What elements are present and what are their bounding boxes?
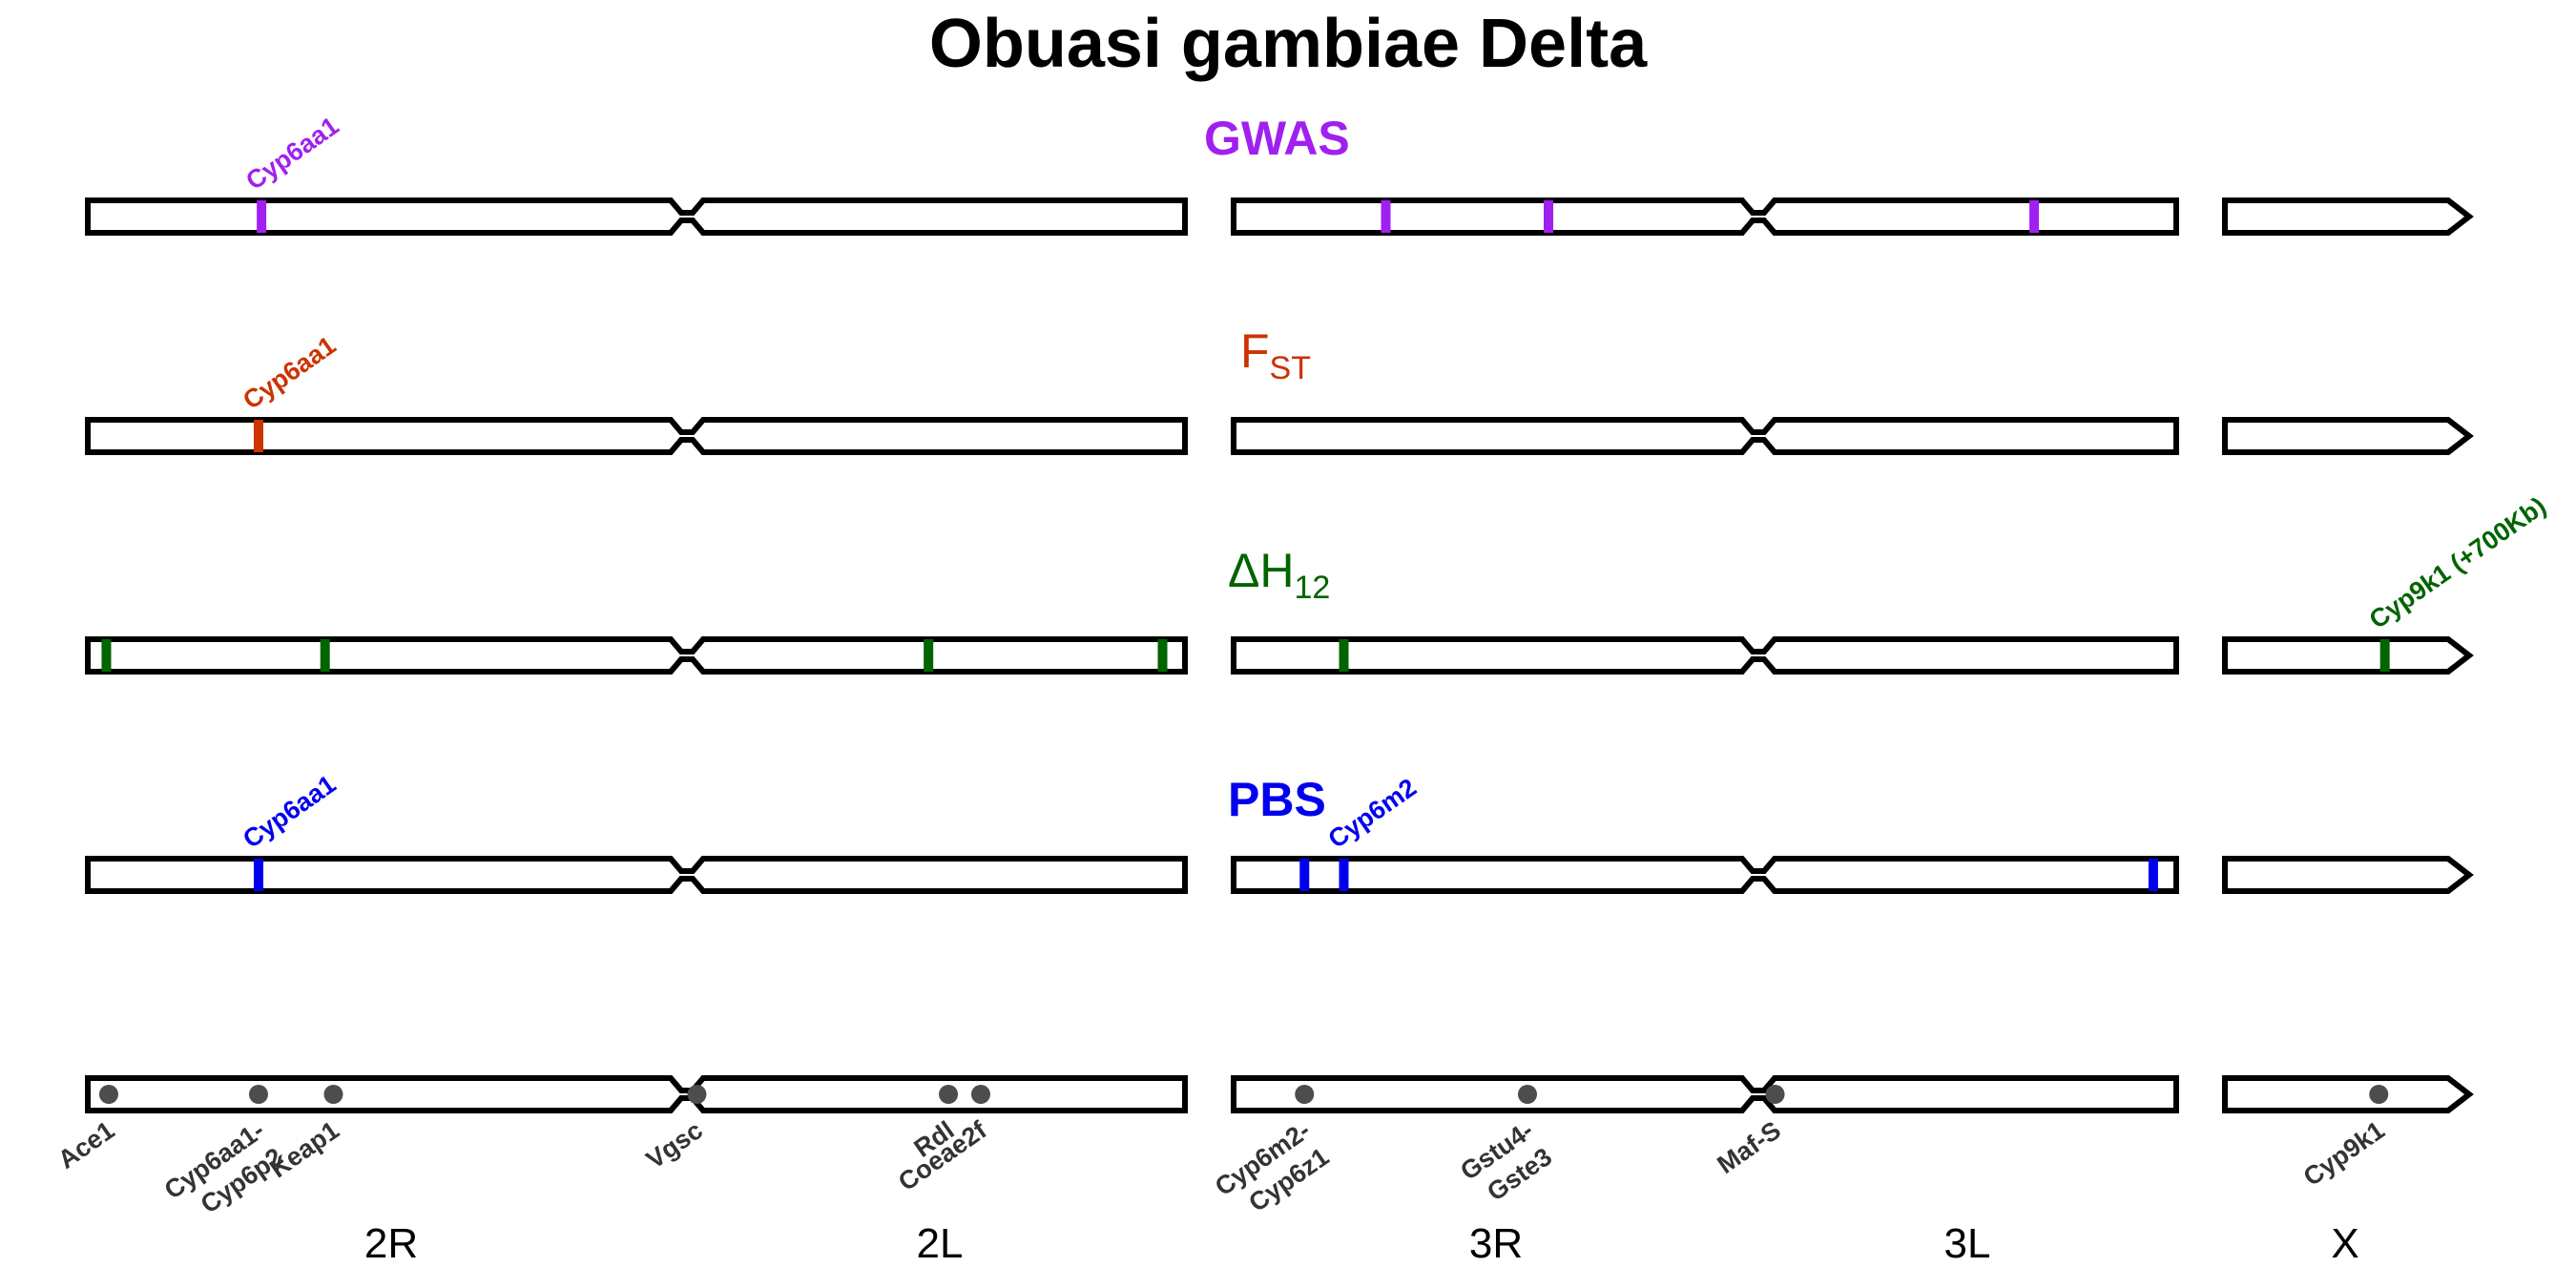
chromosome-x-outline <box>2222 856 2474 894</box>
hit-mark-fst-0 <box>253 420 263 452</box>
track-title-main: ΔH <box>1228 544 1295 597</box>
chromosome-3-outline <box>1231 856 2179 894</box>
hit-mark-h12-5 <box>2379 639 2390 672</box>
hit-label-gwas-0: Cyp6aa1 <box>240 112 343 196</box>
track-gwas: GWAS Cyp6aa1 <box>85 112 2474 236</box>
tracks-layer: GWAS Cyp6aa1 FST Cyp6aa1 ΔH12 Cyp9k1 (+700Kb)… <box>85 112 2551 894</box>
hit-mark-gwas-3 <box>2029 200 2040 233</box>
marker-label-7: Gstu4-Gste3 <box>1455 1115 1557 1212</box>
track-title-subscript: 12 <box>1295 570 1331 606</box>
hit-label-h12-5: Cyp9k1 (+700Kb) <box>2364 491 2551 634</box>
hit-label-pbs-2: Cyp6m2 <box>1323 773 1422 854</box>
marker-label-6: Cyp6m2-Cyp6z1 <box>1210 1115 1334 1228</box>
hit-mark-pbs-3 <box>2148 859 2158 891</box>
marker-dot-3 <box>687 1085 707 1104</box>
chromosome-3-outline <box>1231 636 2179 675</box>
chromosome-3-outline <box>1231 1075 2179 1113</box>
marker-label-line: Maf-S <box>1713 1115 1786 1179</box>
hit-mark-gwas-1 <box>1381 200 1391 233</box>
chromosome-2-outline <box>85 636 1188 675</box>
chromosome-labels: 2R 2L 3R 3L X <box>364 1220 2359 1267</box>
marker-label-9: Cyp9k1 <box>2298 1115 2390 1192</box>
marker-dot-1 <box>248 1085 268 1104</box>
marker-label-3: Vgsc <box>641 1115 708 1174</box>
track-title-main: PBS <box>1228 773 1326 826</box>
chromosome-x-outline <box>2222 636 2474 675</box>
track-title-main: GWAS <box>1204 112 1350 165</box>
marker-label-line: Cyp9k1 <box>2298 1115 2390 1192</box>
chromosome-x-outline <box>2222 1075 2474 1113</box>
track-title-h12: ΔH12 <box>1228 544 1330 606</box>
hit-mark-h12-0 <box>101 639 112 672</box>
chromosome-label-2r: 2R <box>364 1220 418 1267</box>
chromosome-3-outline <box>1231 417 2179 455</box>
marker-dot-4 <box>939 1085 959 1104</box>
track-title-main: F <box>1240 324 1270 378</box>
marker-dot-8 <box>1765 1085 1785 1104</box>
hit-mark-gwas-2 <box>1544 200 1553 233</box>
track-fst: FST Cyp6aa1 <box>85 324 2474 455</box>
hit-mark-h12-4 <box>1339 639 1349 672</box>
marker-dot-6 <box>1295 1085 1315 1104</box>
track-title-gwas: GWAS <box>1204 112 1350 165</box>
hit-mark-h12-1 <box>320 639 330 672</box>
marker-label-line: Vgsc <box>641 1115 708 1174</box>
chromosome-x-outline <box>2222 197 2474 236</box>
marker-label-line: Ace1 <box>52 1115 119 1174</box>
marker-dot-7 <box>1518 1085 1537 1104</box>
track-title-fst: FST <box>1240 324 1311 386</box>
hit-mark-pbs-2 <box>1339 859 1349 891</box>
chromosome-label-2l: 2L <box>917 1220 964 1267</box>
track-pbs: PBS Cyp6aa1 Cyp6m2 <box>85 770 2474 894</box>
hit-mark-h12-3 <box>1157 639 1168 672</box>
chromosome-x-outline <box>2222 417 2474 455</box>
hit-label-pbs-0: Cyp6aa1 <box>238 770 341 854</box>
chromosome-2-outline <box>85 856 1188 894</box>
chromosome-2-outline <box>85 417 1188 455</box>
chromosome-3-outline <box>1231 197 2179 236</box>
hit-mark-gwas-0 <box>257 200 267 233</box>
track-h12: ΔH12 Cyp9k1 (+700Kb) <box>85 491 2551 675</box>
marker-dot-2 <box>323 1085 343 1104</box>
marker-dot-5 <box>970 1085 990 1104</box>
marker-dot-9 <box>2369 1085 2389 1104</box>
track-title-pbs: PBS <box>1228 773 1326 826</box>
chromosome-label-3l: 3L <box>1944 1220 1991 1267</box>
hit-mark-pbs-1 <box>1299 859 1310 891</box>
hit-mark-h12-2 <box>924 639 934 672</box>
marker-label-1: Cyp6aa1-Cyp6p2 <box>159 1115 288 1231</box>
hit-mark-pbs-0 <box>253 859 263 891</box>
track-title-subscript: ST <box>1270 350 1311 386</box>
marker-label-8: Maf-S <box>1713 1115 1786 1179</box>
chromosome-2-outline <box>85 197 1188 236</box>
hit-label-fst-0: Cyp6aa1 <box>238 331 341 415</box>
marker-dot-0 <box>98 1085 118 1104</box>
chromosome-label-3r: 3R <box>1469 1220 1523 1267</box>
figure-title: Obuasi gambiae Delta <box>929 6 1648 82</box>
chromosome-label-x: X <box>2331 1220 2358 1267</box>
chromosome-2-outline <box>85 1075 1188 1113</box>
marker-label-0: Ace1 <box>52 1115 119 1174</box>
